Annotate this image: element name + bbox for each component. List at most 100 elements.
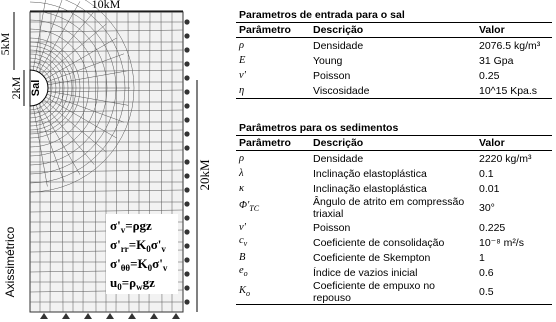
salt-body: [29, 69, 49, 107]
equation-text: σ': [110, 237, 121, 252]
salt-height-label: 2kM: [9, 76, 23, 99]
roller: [184, 19, 190, 25]
equation: σ'θθ=K0σ'v: [110, 256, 168, 273]
table-row: λ Inclinação elastoplástica 0.1: [236, 166, 552, 181]
roller: [184, 285, 190, 291]
equation-text: =ρ: [122, 275, 136, 290]
cell: 0.25: [479, 69, 500, 82]
cell: Inclinação elastoplástica: [313, 167, 427, 180]
salt-label: Sal: [30, 80, 42, 97]
cell: η: [236, 83, 310, 99]
cell: Descrição: [310, 135, 476, 151]
roller: [184, 215, 190, 221]
pin: [84, 313, 92, 319]
width-label: 10kM: [92, 0, 121, 11]
cell: Parâmetro: [236, 135, 310, 151]
equation-text: u: [110, 275, 117, 290]
cell: 2076.5 kg/m³: [479, 39, 541, 52]
cell: ρ: [239, 39, 245, 51]
cell: Φ'TC: [236, 196, 310, 220]
cell: Young: [313, 54, 343, 67]
cell: 0.6: [479, 266, 494, 279]
cell: 0.1: [479, 167, 494, 180]
equation: σ'v=ρgz: [110, 218, 152, 235]
cell: Densidade: [313, 152, 364, 165]
equation-text: =K: [129, 237, 147, 252]
roller: [184, 229, 190, 235]
cell: 31 Gpa: [479, 54, 514, 67]
table-row: ν' Poisson 0.225: [236, 220, 552, 235]
subscript: w: [136, 282, 143, 292]
equation-text: =ρgz: [125, 218, 152, 233]
subscript: θθ: [121, 263, 131, 273]
table-title: Parâmetros para os sedimentos: [236, 121, 552, 136]
roller: [184, 61, 190, 67]
subscript: 0: [117, 282, 122, 292]
table-row: B Coeficiente de Skempton 1: [236, 250, 552, 265]
parameter-table: Parâmetros para os sedimentos Parâmetro De…: [236, 121, 552, 306]
roller: [184, 257, 190, 263]
equation-text: =K: [130, 256, 148, 271]
cell: Coeficiente de consolidação: [313, 236, 445, 249]
equation-text: σ': [110, 218, 121, 233]
table-row: ρ Densidade 2220 kg/m³: [236, 151, 552, 167]
symbol-part: o: [246, 288, 251, 298]
roller: [184, 159, 190, 165]
cell: 10^15 Kpa.s: [476, 83, 552, 99]
table-row: η Viscosidade 10^15 Kpa.s: [236, 83, 552, 99]
equation-text: σ': [152, 256, 163, 271]
axis-label: Axissimétrico: [3, 226, 17, 297]
cell: Valor: [476, 22, 552, 38]
equation: u0=ρwgz: [110, 275, 155, 292]
cell: 2220 kg/m³: [479, 152, 532, 165]
pin: [150, 313, 158, 319]
cell: Poisson: [313, 69, 351, 82]
roller: [184, 75, 190, 81]
symbol-part: v: [243, 239, 248, 249]
pin: [172, 313, 180, 319]
subscript: rr: [121, 244, 129, 254]
roller: [184, 89, 190, 95]
cell: Ko: [236, 280, 310, 306]
roller: [184, 117, 190, 123]
subscript: v: [161, 244, 166, 254]
cell: 0.5: [476, 280, 552, 306]
equation-text: σ': [110, 256, 121, 271]
equation-text: σ': [151, 237, 162, 252]
roller: [184, 201, 190, 207]
equation-box: [106, 214, 178, 294]
roller: [184, 271, 190, 277]
roller: [184, 33, 190, 39]
pin: [40, 313, 48, 319]
table-title: Parametros de entrada para o sal: [236, 8, 552, 23]
cell: Ângulo de atrito em compressão triaxial: [313, 196, 465, 220]
supports: [40, 19, 190, 319]
table-row: cv Coeficiente de consolidação 10⁻⁸ m²/s: [236, 235, 552, 250]
subscript: 0: [146, 244, 151, 254]
cell: cv: [236, 235, 310, 250]
cell: Coeficiente de empuxo no repouso: [310, 280, 476, 306]
cell: 1: [479, 251, 485, 264]
symbol-part: c: [239, 235, 244, 246]
symbol-part: TC: [249, 204, 260, 214]
cell: ν': [239, 69, 246, 81]
top-depth-label: 5kM: [0, 32, 12, 55]
pin: [62, 313, 70, 319]
table-row: κ Inclinação elastoplástica 0.01: [236, 181, 552, 196]
cell: Parâmetro: [236, 22, 310, 38]
pin: [106, 313, 114, 319]
mesh-figure: 10kM 5kM 2kM Sal 20kM Axissimétrico σ'v=…: [0, 0, 212, 319]
table-row: ρ Densidade 2076.5 kg/m³: [236, 38, 552, 54]
symbol-part: e: [239, 265, 244, 277]
subscript: v: [163, 263, 168, 273]
cell: Densidade: [313, 39, 364, 52]
table-row: ν' Poisson 0.25: [236, 68, 552, 83]
roller: [184, 173, 190, 179]
roller: [184, 145, 190, 151]
cell: ν': [239, 221, 246, 233]
cell: 0.225: [479, 221, 506, 234]
cell: Viscosidade: [310, 83, 476, 99]
subscript: v: [121, 225, 126, 235]
subscript: 0: [148, 263, 153, 273]
